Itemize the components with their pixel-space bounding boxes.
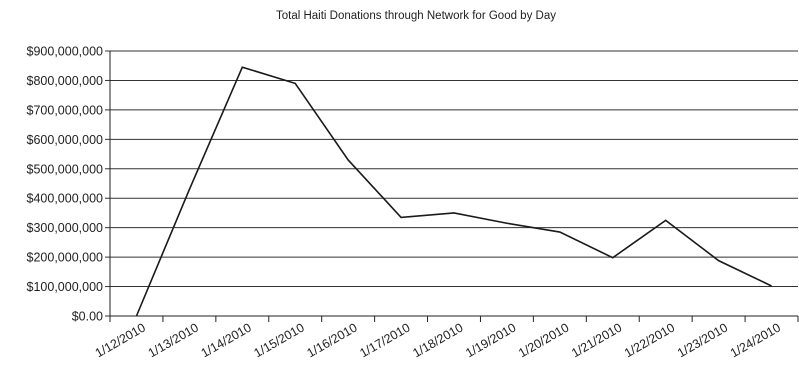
chart-title: Total Haiti Donations through Network fo… (276, 10, 556, 22)
y-tick-label: $600,000,000 (27, 133, 104, 147)
x-tick-label: 1/12/2010 (93, 320, 148, 360)
x-tick-label: 1/20/2010 (516, 320, 571, 360)
y-tick-label: $900,000,000 (27, 45, 104, 59)
x-tick-label: 1/16/2010 (304, 320, 359, 360)
y-tick-label: $200,000,000 (27, 251, 104, 265)
y-tick-label: $300,000,000 (27, 221, 104, 235)
y-tick-label: $400,000,000 (27, 192, 104, 206)
x-axis-tick-labels: 1/12/20101/13/20101/14/20101/15/20101/16… (93, 316, 799, 360)
gridlines (110, 50, 798, 288)
x-tick-label: 1/22/2010 (622, 320, 677, 360)
x-tick-label: 1/15/2010 (252, 320, 307, 360)
axes (109, 51, 798, 317)
y-axis-tick-labels: $0.00 $100,000,000 $200,000,000 $300,000,00… (27, 45, 110, 324)
y-tick-label: $700,000,000 (27, 103, 104, 117)
x-tick-label: 1/23/2010 (675, 320, 730, 360)
series-group (135, 66, 772, 317)
x-tick-label: 1/21/2010 (569, 320, 624, 360)
x-tick-label: 1/24/2010 (728, 320, 783, 360)
x-tick-label: 1/14/2010 (199, 320, 254, 360)
x-tick-label: 1/17/2010 (357, 320, 412, 360)
x-tick-label: 1/19/2010 (463, 320, 518, 360)
y-tick-label: $800,000,000 (27, 74, 104, 88)
y-tick-label: $0.00 (72, 310, 103, 324)
x-tick-label: 1/18/2010 (410, 320, 465, 360)
x-tick-label: 1/13/2010 (146, 320, 201, 360)
series-line-0 (135, 66, 772, 317)
y-tick-label: $100,000,000 (27, 280, 104, 294)
y-tick-label: $500,000,000 (27, 162, 104, 176)
